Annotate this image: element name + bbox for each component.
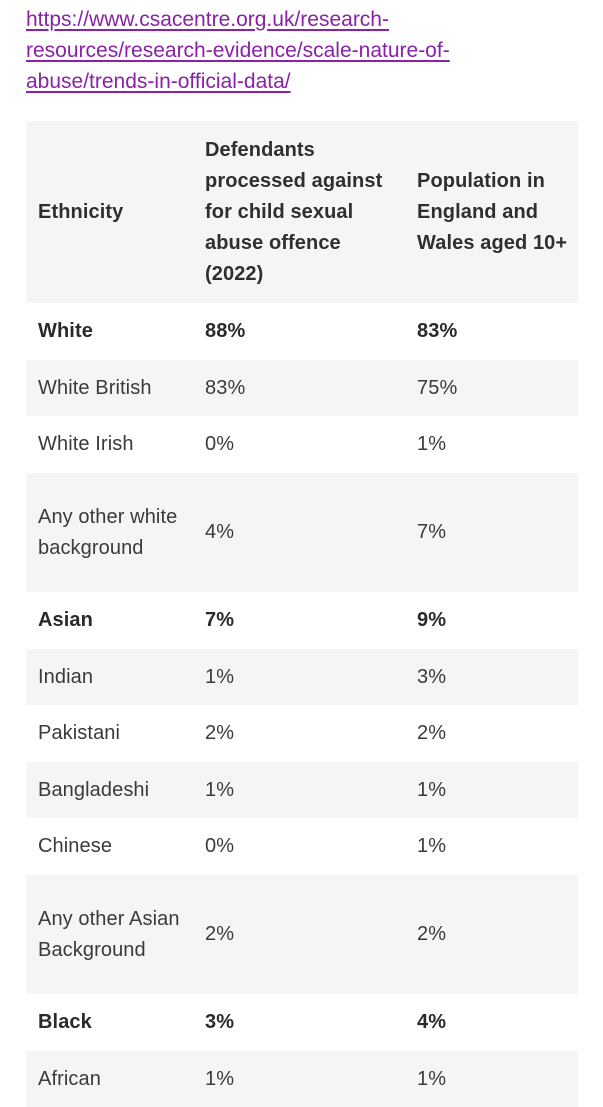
cell-population: 3% xyxy=(417,665,447,688)
table-header-row: Ethnicity Defendants processed against f… xyxy=(26,121,578,303)
ethnicity-table: Ethnicity Defendants processed against f… xyxy=(26,121,578,1107)
header-population: Population in England and Wales aged 10+ xyxy=(417,169,568,254)
source-link-line-3[interactable]: abuse/trends-in-official-data/ xyxy=(26,70,291,93)
cell-defendants: 1% xyxy=(205,665,235,688)
cell-ethnicity: Pakistani xyxy=(38,722,121,744)
cell-population: 9% xyxy=(417,609,447,631)
cell-ethnicity: Indian xyxy=(38,665,94,688)
cell-defendants: 4% xyxy=(205,521,235,543)
cell-population: 75% xyxy=(417,376,458,399)
cell-ethnicity: Any other Asian Background xyxy=(38,907,180,961)
table-row: White 88% 83% xyxy=(26,303,578,360)
cell-population: 1% xyxy=(417,1067,447,1090)
cell-population: 1% xyxy=(417,778,447,801)
cell-defendants: 0% xyxy=(205,433,235,455)
cell-population: 4% xyxy=(417,1011,447,1033)
cell-defendants: 83% xyxy=(205,376,246,399)
cell-ethnicity: White xyxy=(38,320,93,342)
source-link-line-2[interactable]: resources/research-evidence/scale-nature… xyxy=(26,39,450,62)
cell-defendants: 3% xyxy=(205,1011,235,1033)
cell-ethnicity: White Irish xyxy=(38,433,134,455)
table-row: White British 83% 75% xyxy=(26,360,578,416)
cell-defendants: 7% xyxy=(205,609,235,631)
table-row: Any other white background 4% 7% xyxy=(26,473,578,592)
cell-ethnicity: African xyxy=(38,1067,101,1090)
cell-defendants: 2% xyxy=(205,722,235,744)
cell-defendants: 2% xyxy=(205,923,235,945)
cell-ethnicity: Any other white background xyxy=(38,505,178,559)
cell-population: 83% xyxy=(417,320,458,342)
table-row: Asian 7% 9% xyxy=(26,592,578,649)
cell-defendants: 0% xyxy=(205,835,235,857)
cell-ethnicity: Asian xyxy=(38,609,93,631)
table-row: Pakistani 2% 2% xyxy=(26,705,578,762)
cell-ethnicity: White British xyxy=(38,376,152,399)
table-row: White Irish 0% 1% xyxy=(26,416,578,473)
source-link-line-1[interactable]: https://www.csacentre.org.uk/research- xyxy=(26,8,389,31)
table-row: Chinese 0% 1% xyxy=(26,818,578,875)
ethnicity-table-container: Ethnicity Defendants processed against f… xyxy=(26,121,578,1107)
cell-ethnicity: Black xyxy=(38,1011,92,1033)
cell-ethnicity: Bangladeshi xyxy=(38,778,150,801)
source-link[interactable]: https://www.csacentre.org.uk/research- r… xyxy=(26,4,586,97)
table-row: African 1% 1% xyxy=(26,1051,578,1107)
cell-population: 1% xyxy=(417,433,447,455)
header-defendants: Defendants processed against for child s… xyxy=(205,138,383,285)
cell-defendants: 1% xyxy=(205,1067,235,1090)
cell-ethnicity: Chinese xyxy=(38,835,113,857)
cell-population: 1% xyxy=(417,835,447,857)
cell-defendants: 1% xyxy=(205,778,235,801)
cell-population: 7% xyxy=(417,521,447,543)
table-row: Indian 1% 3% xyxy=(26,649,578,705)
table-row: Black 3% 4% xyxy=(26,994,578,1051)
cell-population: 2% xyxy=(417,923,447,945)
table-row: Any other Asian Background 2% 2% xyxy=(26,875,578,994)
header-ethnicity: Ethnicity xyxy=(38,200,124,223)
table-row: Bangladeshi 1% 1% xyxy=(26,762,578,818)
cell-defendants: 88% xyxy=(205,320,246,342)
cell-population: 2% xyxy=(417,722,447,744)
